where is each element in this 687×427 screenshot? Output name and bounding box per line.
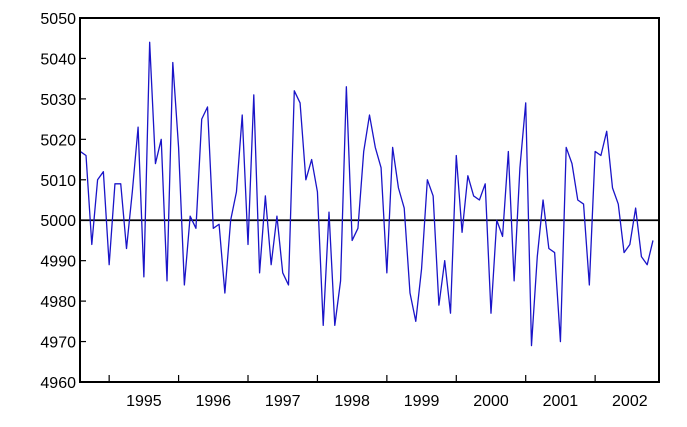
x-tick-label: 1996: [195, 393, 231, 410]
y-tick-label: 5030: [40, 92, 76, 109]
y-tick-label: 4960: [40, 375, 76, 392]
y-tick-label: 4980: [40, 294, 76, 311]
y-tick-label: 4970: [40, 335, 76, 352]
series-group: [79, 41, 654, 347]
x-tick-label: 1995: [126, 393, 162, 410]
y-tick-label: 5020: [40, 132, 76, 149]
plot-frame: [79, 17, 660, 383]
y-tick-label: 5010: [40, 173, 76, 190]
x-axis-ticks: 1995 1996 1997 1998 1999 2000 2001 2002: [108, 375, 648, 410]
x-tick-label: 1998: [334, 393, 370, 410]
x-tick-label: 1999: [404, 393, 440, 410]
y-tick-label: 5050: [40, 11, 76, 28]
x-tick-label: 2002: [612, 393, 648, 410]
x-tick-label: 1997: [265, 393, 301, 410]
x-tick-label: 2000: [473, 393, 509, 410]
y-tick-label: 5040: [40, 51, 76, 68]
series-line: [79, 41, 654, 347]
y-axis-ticks: 4960 4970 4980 4990 5000 5010 5020 5030 5040 5050: [40, 11, 86, 392]
y-tick-label: 4990: [40, 254, 76, 271]
y-tick-label: 5000: [40, 213, 76, 230]
x-tick-label: 2001: [543, 393, 579, 410]
